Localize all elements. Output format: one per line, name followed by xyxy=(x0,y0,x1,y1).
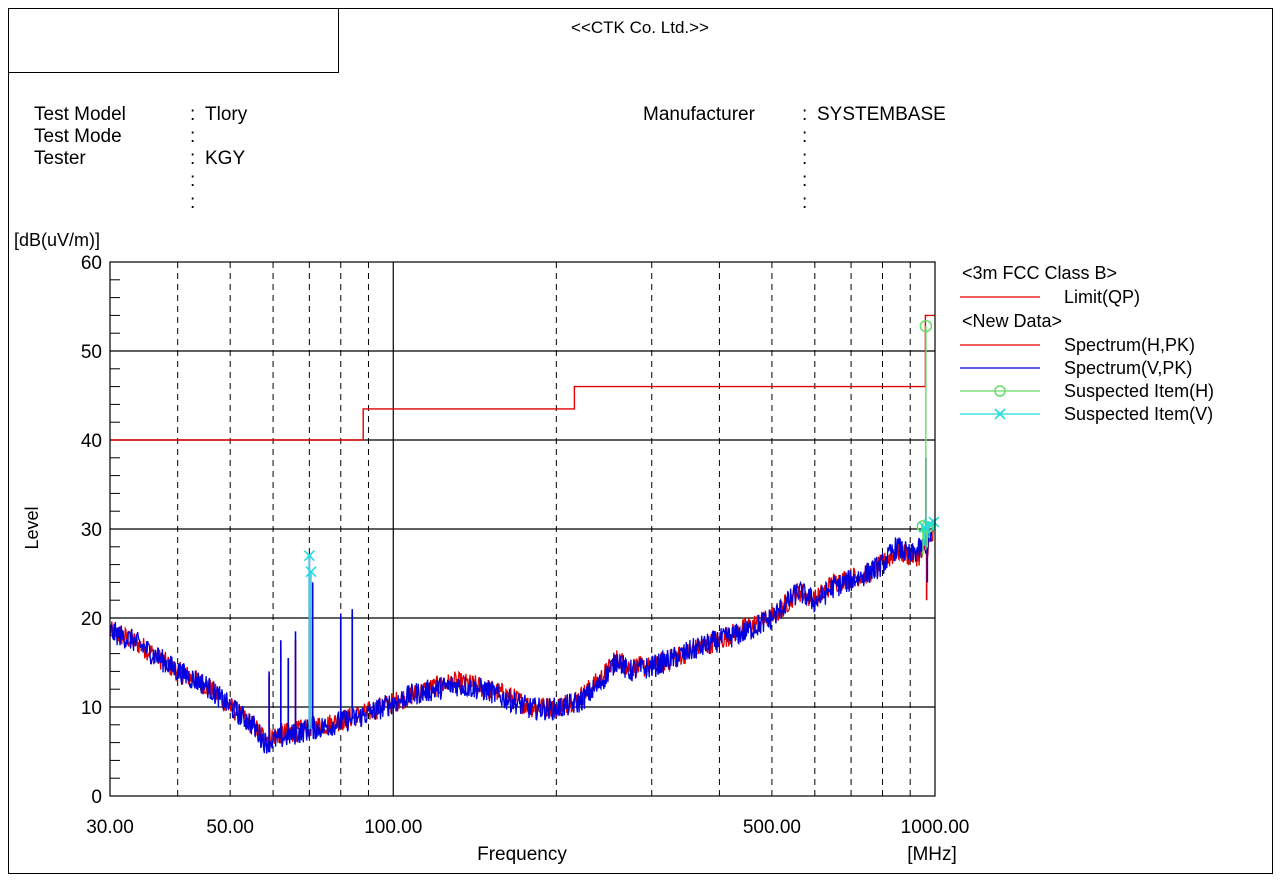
suspected-v-marker xyxy=(305,566,317,578)
x-tick-label: 1000.00 xyxy=(901,817,970,838)
info-label-manufacturer: Manufacturer xyxy=(643,104,755,125)
legend: <3m FCC Class B>Limit(QP)<New Data>Spect… xyxy=(960,263,1214,424)
y-tick-label: 20 xyxy=(81,609,102,630)
legend-header: <New Data> xyxy=(962,311,1062,331)
x-tick-label: 500.00 xyxy=(743,817,801,838)
legend-label: Suspected Item(V) xyxy=(1064,404,1213,424)
x-tick-label: 100.00 xyxy=(364,817,422,838)
info-value-test-model: Tlory xyxy=(205,104,248,125)
info-colon: : xyxy=(802,170,808,191)
info-colon: : xyxy=(190,148,196,169)
y-unit-label: [dB(uV/m)] xyxy=(14,230,100,250)
y-tick-label: 30 xyxy=(81,520,102,541)
suspected-v-marker xyxy=(303,550,315,562)
y-tick-label: 0 xyxy=(91,787,102,808)
header-blank-box xyxy=(8,8,339,73)
plot-border xyxy=(109,261,936,797)
x-axis-label: Frequency xyxy=(477,844,567,865)
info-value-tester: KGY xyxy=(205,148,246,169)
legend-label: Limit(QP) xyxy=(1064,287,1140,307)
info-colon: : xyxy=(190,104,196,125)
x-tick-label: 50.00 xyxy=(206,817,254,838)
info-label-test-model: Test Model xyxy=(34,104,126,125)
legend-label: Spectrum(H,PK) xyxy=(1064,335,1195,355)
y-tick-label: 50 xyxy=(81,342,102,363)
info-colon: : xyxy=(190,170,196,191)
suspected-h-marker xyxy=(919,319,933,333)
y-tick-label: 10 xyxy=(81,698,102,719)
legend-marker xyxy=(994,385,1006,397)
info-colon: : xyxy=(802,104,808,125)
horizontal-gridlines xyxy=(110,350,935,708)
y-axis-label: Level xyxy=(22,506,42,549)
info-label-tester: Tester xyxy=(34,148,86,169)
y-tick-label: 40 xyxy=(81,431,102,452)
company-title: <<CTK Co. Ltd.>> xyxy=(571,18,709,37)
legend-label: Suspected Item(H) xyxy=(1064,381,1214,401)
x-unit-label: [MHz] xyxy=(907,844,957,865)
limit-qp-line xyxy=(110,314,935,441)
report-frame xyxy=(8,8,1273,874)
y-tick-labels: 0 10 20 30 40 50 60 xyxy=(81,253,102,808)
legend-marker xyxy=(994,408,1006,420)
suspected-h-marker xyxy=(921,520,934,534)
spectrum-v-line xyxy=(110,520,935,754)
suspected-markers xyxy=(303,319,940,730)
legend-label: Spectrum(V,PK) xyxy=(1064,358,1192,378)
y-tick-label: 60 xyxy=(81,253,102,274)
info-label-test-mode: Test Mode xyxy=(34,126,122,147)
legend-header: <3m FCC Class B> xyxy=(962,263,1117,283)
info-colon: : xyxy=(802,126,808,147)
info-value-manufacturer: SYSTEMBASE xyxy=(817,104,946,125)
info-colon: : xyxy=(802,192,808,213)
x-tick-label: 30.00 xyxy=(86,817,134,838)
info-colon: : xyxy=(802,148,808,169)
x-tick-labels: 30.00 50.00 100.00 500.00 1000.00 xyxy=(86,817,969,838)
info-colon: : xyxy=(190,192,196,213)
info-colon: : xyxy=(190,126,196,147)
suspected-v-marker xyxy=(928,516,940,528)
plot-area xyxy=(110,314,935,754)
